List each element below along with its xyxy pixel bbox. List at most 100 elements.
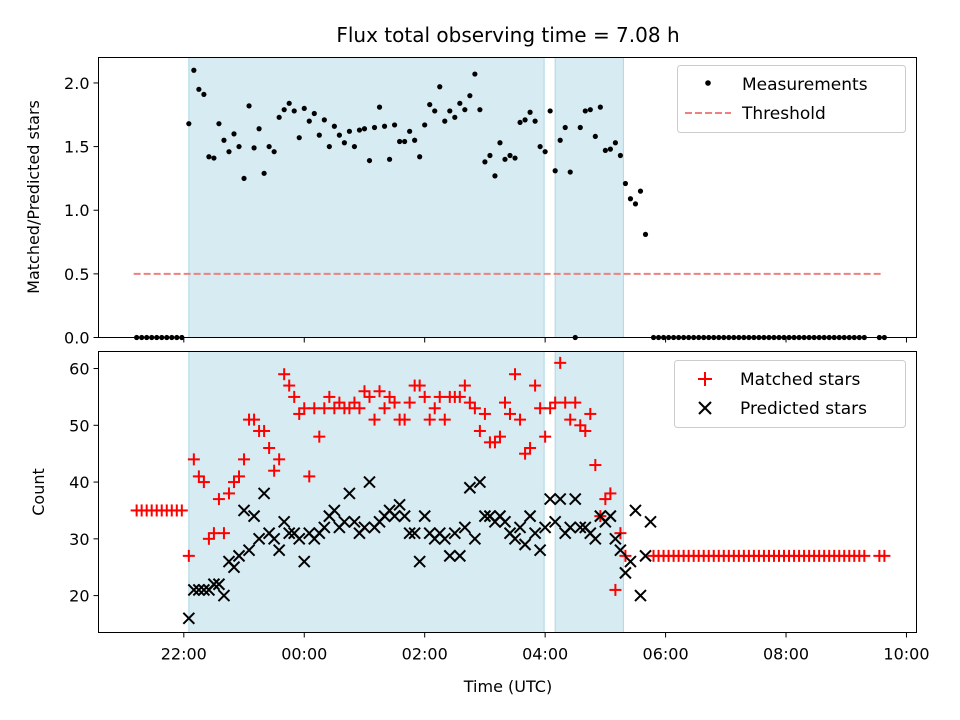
measurement-point-76 [517,119,523,126]
predicted-star-point-14 [252,532,266,546]
measurement-point-43 [351,143,358,150]
measurement-point-86 [567,169,573,175]
measurement-point-72 [497,140,503,146]
legend-threshold-label: Threshold [741,104,826,124]
top-y-tick-label-4: 2.0 [64,74,89,93]
predicted-star-point-23 [298,555,311,568]
bottom-y-ticks: 20 30 40 50 60 [69,360,99,606]
predicted-star-point-29 [328,504,341,517]
measurement-point-55 [412,137,418,143]
measurement-point-15 [211,155,217,161]
predicted-star-stroke-b [398,509,411,523]
predicted-star-stroke-b [237,504,251,517]
predicted-star-stroke-b [192,583,206,597]
chart-title: Flux total observing time = 7.08 h [336,23,679,47]
top-y-ticks: 0.0 0.5 1.0 1.5 2.0 [64,74,99,348]
measurement-point-57 [422,122,428,128]
matched-star-point-14 [202,532,215,545]
matched-star-point-43 [348,396,361,409]
measurement-point-98 [627,196,634,202]
predicted-star-stroke-b [212,578,226,591]
matched-star-point-42 [343,402,356,415]
top-y-tick-label-3: 1.5 [64,138,89,157]
top-observing-window-1 [188,57,545,338]
predicted-star-stroke-b [548,515,562,529]
predicted-star-point-0 [182,612,196,625]
predicted-star-point-44 [403,526,416,540]
measurement-point-70 [487,152,493,159]
bottom-axes: 20 30 40 50 60 22:00 00:00 02:00 04:00 06:00 08:0… [29,351,930,696]
predicted-star-point-1 [187,583,201,597]
matched-star-point-26 [263,442,276,455]
predicted-star-point-56 [463,481,477,494]
predicted-star-point-57 [468,532,482,546]
measurement-point-31 [291,108,297,114]
predicted-star-point-92 [644,515,657,529]
matched-star-point-36 [313,430,326,443]
measurement-point-93 [602,147,608,154]
top-observing-windows [188,57,624,338]
predicted-star-point-33 [348,515,361,529]
measurement-point-56 [417,154,423,160]
measurement-point-26 [266,143,272,150]
matched-star-point-28 [273,453,286,466]
measurement-point-71 [492,173,498,179]
measurement-point-25 [261,170,267,176]
measurement-point-78 [527,109,533,115]
predicted-star-point-20 [282,526,296,540]
measurement-point-14 [206,154,212,160]
matched-star-point-48 [373,385,386,398]
measurement-point-23 [251,145,257,151]
top-legend: Measurements Threshold [677,65,906,133]
matched-star-point-73 [498,396,511,409]
predicted-star-stroke-b [518,538,532,551]
predicted-star-point-2 [192,583,206,597]
matched-star-point-16 [212,493,225,506]
matched-star-point-94 [604,487,617,500]
bottom-observing-window-1 [188,351,545,633]
measurement-point-27 [271,149,277,155]
predicted-star-stroke-b [478,509,492,523]
predicted-star-stroke-b [543,492,557,506]
predicted-star-point-91 [639,549,652,563]
matched-star-point-89 [579,424,592,437]
x-tick-label-5: 08:00 [763,645,809,664]
measurement-point-58 [427,101,433,108]
predicted-star-point-74 [553,492,567,506]
matched-star-point-9 [175,504,188,517]
measurement-point-33 [301,105,307,112]
top-y-axis-label: Matched/Predicted stars [24,100,43,294]
measurement-point-95 [612,140,618,146]
measurement-point-38 [326,143,332,150]
predicted-star-stroke-b [453,549,467,563]
predicted-star-stroke-b [363,475,376,489]
predicted-star-stroke-b [513,521,527,534]
predicted-star-stroke-b [564,521,577,534]
predicted-star-stroke-b [553,492,567,506]
measurement-point-90 [587,107,593,113]
measurement-point-52 [397,138,403,145]
predicted-star-point-73 [548,515,562,529]
matched-star-point-15 [207,527,220,540]
predicted-star-point-86 [614,543,627,557]
predicted-star-stroke-b [533,543,547,557]
predicted-star-point-41 [388,509,401,523]
measurement-point-91 [592,133,598,140]
predicted-star-point-78 [574,521,587,534]
predicted-star-stroke-b [348,515,361,529]
top-observing-window-2 [554,57,624,338]
matched-star-point-10 [182,549,195,562]
matched-star-point-31 [288,390,301,403]
x-tick-label-3: 04:00 [522,645,568,664]
measurement-point-69 [482,159,488,165]
matched-star-point-78 [524,442,537,455]
measurement-point-32 [296,135,302,141]
legend-measurements-label: Measurements [742,75,868,95]
matched-star-point-74 [504,407,517,420]
measurement-point-50 [386,156,393,162]
matched-star-point-71 [488,436,501,449]
predicted-star-point-63 [498,515,512,529]
matched-star-point-64 [453,390,466,403]
measurement-point-62 [447,108,453,114]
predicted-star-stroke-b [187,583,201,597]
